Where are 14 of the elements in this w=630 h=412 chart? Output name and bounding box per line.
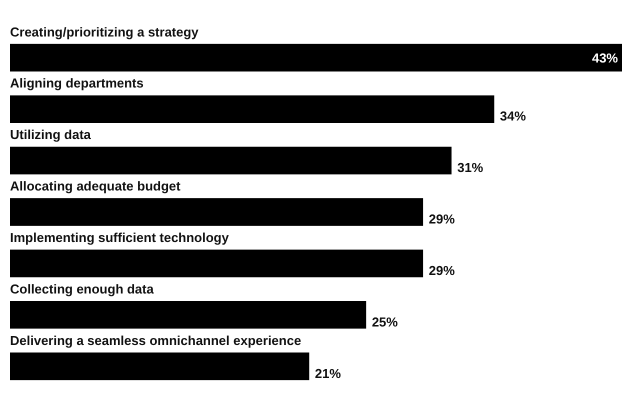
data-label: 21% [314,366,342,381]
y-tick-label: Collecting enough data [10,281,154,296]
data-label: 29% [428,263,456,278]
y-tick-label: Aligning departments [10,76,144,91]
y-tick-label: Utilizing data [10,127,92,142]
data-label: 43% [592,50,618,66]
data-label: 25% [372,314,398,330]
y-tick-label: Creating/prioritizing a strategy [10,24,200,40]
data-label: 31% [457,160,484,176]
y-tick-label: Allocating adequate budget [10,178,182,194]
y-tick-label: Implementing sufficient technology [10,230,230,246]
y-tick-label: Delivering a seamless omnichannel experience [10,332,302,348]
data-label: 34% [500,108,526,124]
data-label: 29% [428,212,456,227]
